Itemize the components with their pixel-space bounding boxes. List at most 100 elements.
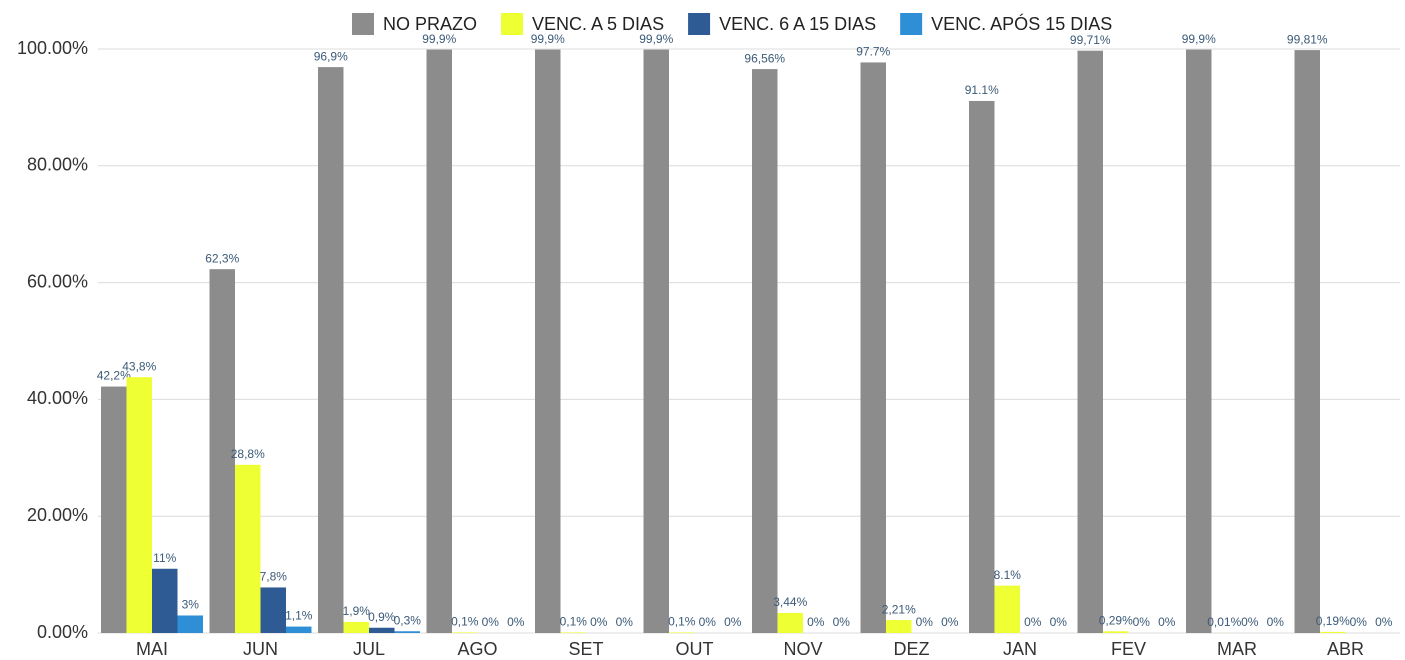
bar: [1103, 631, 1129, 633]
y-tick-label: 100.00%: [17, 38, 88, 58]
bar: [752, 69, 778, 633]
bar: [643, 49, 669, 634]
bar: [286, 626, 312, 633]
value-label: 96,56%: [744, 51, 785, 65]
value-label: 2,21%: [882, 602, 916, 616]
bar: [235, 464, 261, 633]
value-label: 8.1%: [994, 568, 1022, 582]
value-label: 0%: [1350, 615, 1368, 629]
bar: [452, 632, 478, 633]
value-label: 0%: [916, 615, 934, 629]
value-label: 99,9%: [639, 32, 673, 46]
bar: [994, 585, 1020, 633]
y-tick-label: 0.00%: [37, 622, 88, 642]
value-label: 0,9%: [368, 610, 396, 624]
value-label: 28,8%: [231, 447, 265, 461]
bar: [126, 377, 152, 633]
legend-swatch: [501, 13, 524, 35]
bar: [1320, 631, 1346, 633]
value-label: 0%: [1158, 615, 1176, 629]
value-label: 97.7%: [856, 45, 890, 59]
x-tick-label: SET: [568, 639, 603, 659]
value-label: 3,44%: [773, 595, 807, 609]
bar: [209, 269, 235, 633]
y-tick-label: 60.00%: [27, 271, 88, 291]
x-tick-label: MAR: [1217, 639, 1257, 659]
value-label: 42,2%: [97, 369, 131, 383]
value-label: 3%: [182, 598, 200, 612]
value-label: 0%: [807, 615, 825, 629]
y-tick-label: 80.00%: [27, 155, 88, 175]
value-label: 96,9%: [314, 49, 348, 63]
x-tick-label: ABR: [1327, 639, 1364, 659]
bar: [426, 49, 452, 634]
value-label: 0,01%: [1207, 615, 1241, 629]
value-label: 0%: [833, 615, 851, 629]
value-label: 99,9%: [422, 32, 456, 46]
bar: [969, 100, 995, 633]
value-label: 0%: [507, 615, 525, 629]
value-label: 7,8%: [260, 570, 288, 584]
x-tick-label: DEZ: [894, 639, 930, 659]
value-label: 0,19%: [1316, 614, 1350, 628]
bar: [260, 587, 286, 633]
value-label: 0,29%: [1099, 613, 1133, 627]
legend-label: VENC. A 5 DIAS: [532, 14, 664, 34]
value-label: 1,1%: [285, 609, 313, 623]
value-label: 0%: [941, 615, 959, 629]
value-label: 0%: [1241, 615, 1259, 629]
x-tick-label: FEV: [1111, 639, 1146, 659]
legend-label: VENC. 6 A 15 DIAS: [719, 14, 876, 34]
bar: [886, 620, 912, 633]
legend-swatch: [900, 13, 923, 35]
value-label: 0,1%: [451, 615, 479, 629]
value-label: 91.1%: [965, 83, 999, 97]
legend-swatch: [688, 13, 711, 35]
value-label: 0%: [590, 615, 608, 629]
value-label: 11%: [153, 551, 176, 565]
value-label: 62,3%: [205, 251, 239, 265]
value-label: 99,9%: [531, 32, 565, 46]
x-tick-label: OUT: [676, 639, 714, 659]
x-tick-label: MAI: [136, 639, 168, 659]
value-label: 0%: [1375, 615, 1393, 629]
value-label: 0%: [724, 615, 742, 629]
y-tick-label: 20.00%: [27, 505, 88, 525]
bar: [394, 631, 420, 633]
value-label: 0%: [1133, 615, 1151, 629]
y-tick-label: 40.00%: [27, 388, 88, 408]
x-tick-label: JAN: [1003, 639, 1037, 659]
value-label: 99,81%: [1287, 32, 1328, 46]
bar: [318, 67, 344, 633]
value-label: 0%: [1050, 615, 1068, 629]
x-tick-label: JUN: [243, 639, 278, 659]
bar: [343, 621, 369, 633]
value-label: 0%: [1024, 615, 1042, 629]
value-label: 0,3%: [394, 613, 422, 627]
x-tick-label: NOV: [783, 639, 822, 659]
value-label: 99,71%: [1070, 33, 1111, 47]
legend-label: NO PRAZO: [383, 14, 477, 34]
value-label: 99,9%: [1182, 32, 1216, 46]
value-label: 43,8%: [122, 359, 156, 373]
x-tick-label: JUL: [353, 639, 385, 659]
bar: [369, 627, 395, 633]
bar: [777, 612, 803, 633]
bar: [177, 615, 203, 633]
bar: [560, 632, 586, 633]
bar: [101, 386, 127, 633]
value-label: 0,1%: [668, 615, 696, 629]
bar: [535, 49, 561, 634]
bar: [152, 568, 178, 633]
value-label: 0%: [699, 615, 717, 629]
legend-swatch: [352, 13, 374, 35]
bar: [1186, 49, 1212, 634]
value-label: 1,9%: [343, 604, 371, 618]
value-label: 0,1%: [560, 615, 588, 629]
legend-label: VENC. APÓS 15 DIAS: [931, 13, 1112, 34]
x-tick-label: AGO: [457, 639, 497, 659]
value-label: 0%: [616, 615, 634, 629]
value-label: 0%: [1267, 615, 1285, 629]
bar: [669, 632, 695, 633]
